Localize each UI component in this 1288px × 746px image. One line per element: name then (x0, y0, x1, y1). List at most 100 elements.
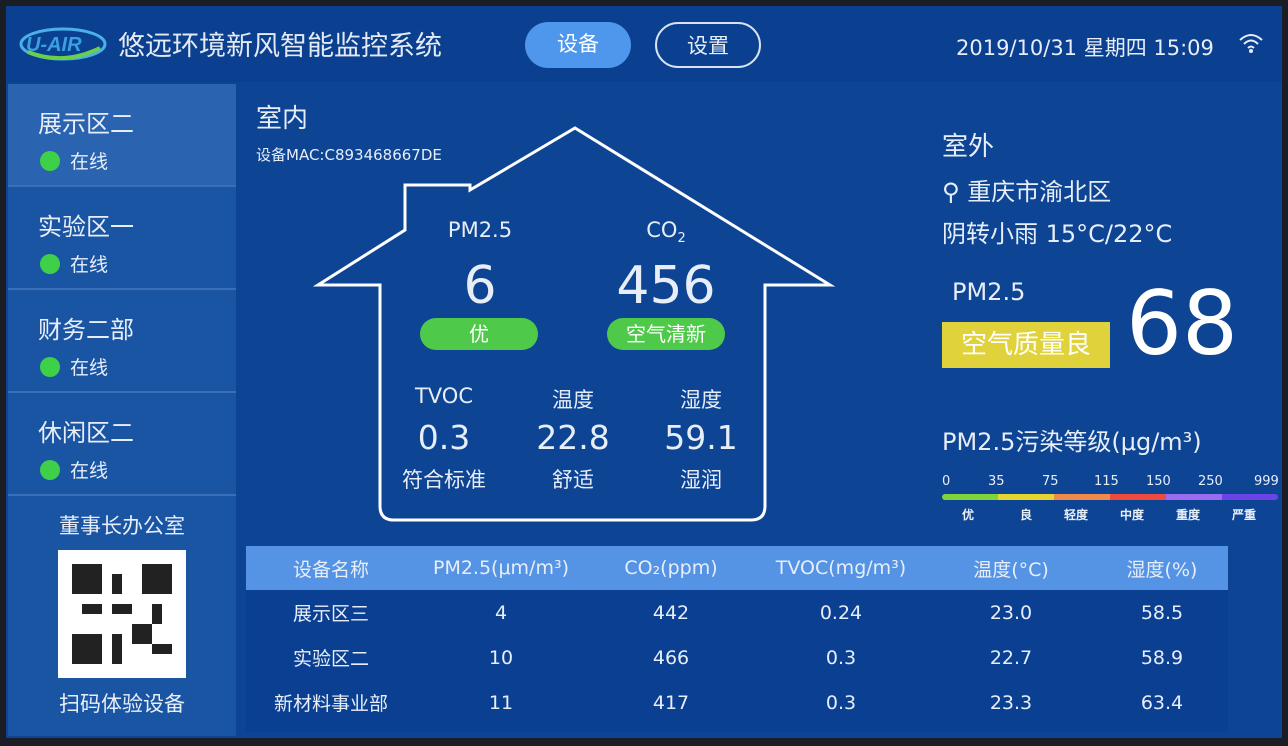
humidity-label: 湿度 (680, 388, 722, 412)
scale-segment (1222, 494, 1278, 500)
device-status: 在线 (70, 151, 109, 173)
scale-segment (998, 494, 1054, 500)
table-cell: 58.9 (1140, 646, 1184, 669)
scale-level: 严重 (1232, 508, 1257, 522)
scale-title: PM2.5污染等级(μg/m³) (942, 428, 1202, 456)
qr-caption: 扫码体验设备 (59, 692, 185, 716)
column-header: 设备名称 (292, 558, 369, 581)
device-mac: 设备MAC:C893468667DE (256, 146, 442, 164)
online-wifi-icon (40, 356, 60, 377)
location-pin-icon: ⚲ (942, 178, 960, 206)
temperature-label: 温度 (552, 388, 594, 412)
table-cell: 0.3 (825, 691, 857, 714)
device-status: 在线 (70, 460, 109, 482)
sidebar-item[interactable]: 财务二部在线 (8, 290, 236, 393)
co2-label: CO2 (606, 218, 726, 246)
column-header: CO₂(ppm) (624, 557, 718, 579)
table-row[interactable]: 实验区二 10 466 0.3 22.7 58.9 (246, 635, 1228, 680)
tvoc-value: 0.3 (417, 418, 471, 457)
column-header: PM2.5(μm/m³) (432, 557, 569, 579)
tvoc-status: 符合标准 (402, 468, 486, 492)
table-cell: 22.7 (989, 646, 1033, 669)
pm25-status-badge: 优 (420, 318, 538, 350)
online-wifi-icon (40, 253, 60, 274)
table-row[interactable]: 新材料事业部 11 417 0.3 23.3 63.4 (246, 680, 1228, 725)
table-cell: 23.0 (989, 601, 1033, 624)
online-wifi-icon (40, 150, 60, 171)
co2-status-badge: 空气清新 (607, 318, 725, 350)
scale-tick: 75 (1042, 474, 1059, 489)
temperature-status: 舒适 (552, 468, 594, 492)
qr-panel: 董事长办公室 扫码体验设备 (8, 496, 236, 736)
sidebar-item[interactable]: 展示区二在线 (8, 84, 236, 187)
table-cell: 23.3 (989, 691, 1033, 714)
table-cell: 63.4 (1140, 691, 1184, 714)
table-header: 设备名称 PM2.5(μm/m³) CO₂(ppm) TVOC(mg/m³) 温度(°C… (246, 546, 1228, 590)
scale-level: 优 (962, 508, 975, 522)
humidity-value: 59.1 (664, 418, 738, 457)
co2-subscript: 2 (677, 231, 686, 247)
tab-settings[interactable]: 设置 (655, 22, 761, 68)
svg-text:U-AIR: U-AIR (26, 34, 82, 56)
scale-segment (1110, 494, 1166, 500)
outdoor-pm25-value: 68 (1126, 272, 1238, 375)
scale-level: 中度 (1120, 508, 1145, 522)
weather: 阴转小雨 15°C/22°C (942, 220, 1173, 248)
outdoor-title: 室外 (942, 132, 995, 162)
qr-code[interactable] (58, 550, 186, 678)
column-header: 温度(°C) (973, 558, 1049, 581)
table-body: 展示区三 4 442 0.24 23.0 58.5 实验区二 10 466 0.3 22.7 58.9… (246, 590, 1228, 725)
device-sidebar: 展示区二 在线 实验区一 在线 财务二部 在线 休闲区二 在线 董事长办公室 扫码体验设… (8, 84, 236, 738)
table-cell: 0.3 (825, 646, 857, 669)
table-cell: 实验区二 (292, 648, 369, 670)
qr-title: 董事长办公室 (59, 514, 185, 538)
scale-level: 轻度 (1064, 508, 1089, 522)
device-table: 设备名称 PM2.5(μm/m³) CO₂(ppm) TVOC(mg/m³) 温度(°C… (246, 546, 1228, 732)
humidity-status: 湿润 (680, 468, 722, 492)
location: ⚲ 重庆市渝北区 (942, 172, 1111, 207)
scale-tick: 250 (1198, 474, 1223, 489)
indoor-title: 室内 (256, 104, 309, 134)
u-air-logo: U-AIR (19, 27, 107, 61)
device-name: 休闲区二 (38, 419, 134, 447)
datetime: 2019/10/31 星期四 15:09 (956, 36, 1214, 60)
table-cell: 417 (652, 691, 690, 714)
online-wifi-icon (40, 459, 60, 480)
sidebar-item[interactable]: 休闲区二在线 (8, 393, 236, 496)
co2-value: 456 (616, 256, 716, 316)
air-quality-badge: 空气质量良 (942, 322, 1110, 368)
device-name: 财务二部 (38, 316, 134, 344)
scale-segment (1166, 494, 1222, 500)
app-title: 悠远环境新风智能监控系统 (118, 31, 442, 62)
scale-tick: 0 (942, 474, 951, 489)
sidebar-item[interactable]: 实验区一 在线 (8, 187, 236, 290)
table-cell: 0.24 (819, 601, 863, 624)
device-status: 在线 (70, 357, 109, 379)
scale-tick: 150 (1146, 474, 1171, 489)
co2-label-text: CO (646, 218, 678, 242)
tab-devices[interactable]: 设备 (525, 22, 631, 68)
pm25-scale: 0 35 75 115 150 250 999 优 良 轻度 中度 重度 严重 (942, 474, 1279, 522)
header: U-AIR 悠远环境新风智能监控系统 设备 设置 2019/10/31 星期四 … (6, 6, 1282, 82)
pm25-label: PM2.5 (447, 218, 513, 242)
wifi-icon (1239, 34, 1263, 53)
outdoor-pm25-label: PM2.5 (952, 278, 1026, 306)
location-text: 重庆市渝北区 (967, 178, 1112, 206)
table-cell: 展示区三 (292, 603, 369, 625)
table-cell: 58.5 (1140, 601, 1184, 624)
scale-level: 重度 (1176, 508, 1201, 522)
scale-segment (942, 494, 998, 500)
table-cell: 新材料事业部 (273, 693, 388, 715)
device-name: 展示区二 (38, 110, 134, 138)
scale-bar (942, 494, 1278, 500)
scale-tick: 115 (1094, 474, 1119, 489)
table-cell: 4 (494, 601, 508, 624)
table-cell: 442 (652, 601, 690, 624)
pm25-value: 6 (463, 256, 497, 316)
scale-level: 良 (1020, 508, 1033, 522)
table-cell: 10 (488, 646, 514, 669)
table-row[interactable]: 展示区三 4 442 0.24 23.0 58.5 (246, 590, 1228, 635)
screen: U-AIR 悠远环境新风智能监控系统 设备 设置 2019/10/31 星期四 … (6, 6, 1282, 738)
table-cell: 11 (488, 691, 514, 714)
tvoc-label: TVOC (414, 384, 474, 408)
